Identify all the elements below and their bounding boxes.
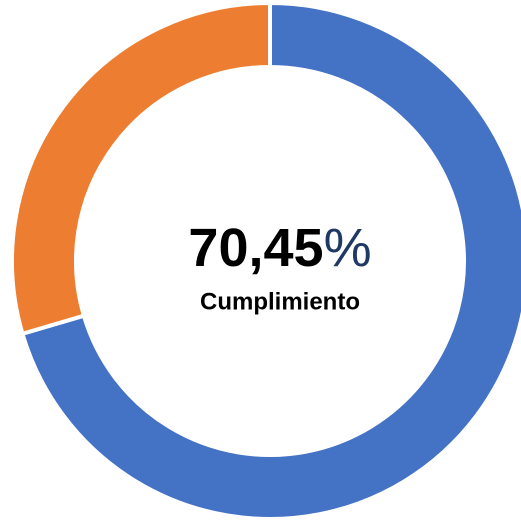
center-caption: Cumplimiento — [200, 288, 360, 315]
value-label: 70,45% — [188, 218, 371, 278]
donut-segment — [19, 0, 521, 521]
donut-segment — [10, 0, 272, 337]
